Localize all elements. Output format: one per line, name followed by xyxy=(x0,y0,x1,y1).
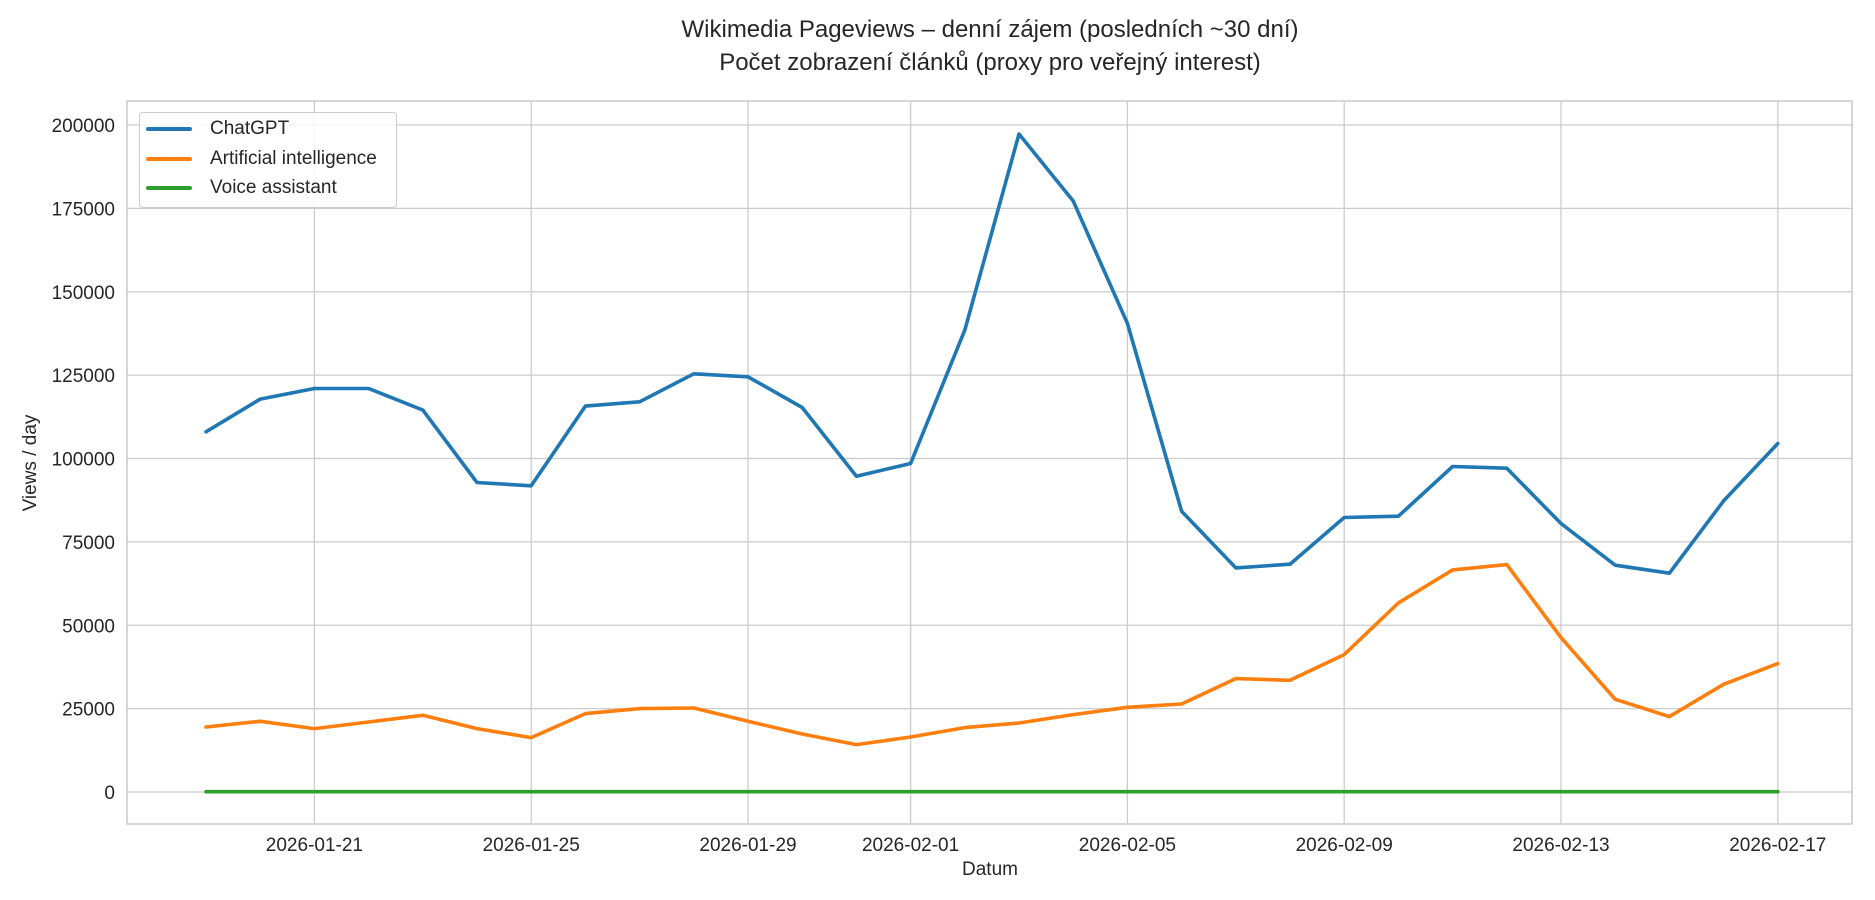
x-tick-label: 2026-02-09 xyxy=(1296,835,1393,856)
x-tick-label: 2026-01-25 xyxy=(483,835,580,856)
y-tick-label: 50000 xyxy=(62,616,115,637)
legend-swatch-green-icon xyxy=(146,186,192,190)
legend-item-artificial-intelligence: Artificial intelligence xyxy=(146,147,377,171)
legend-swatch-blue-icon xyxy=(146,127,192,131)
plot-frame xyxy=(126,100,1853,825)
x-axis-ticks: 2026-01-21 2026-01-25 2026-01-29 2026-02-01… xyxy=(266,835,1827,856)
legend-item-chatgpt: ChatGPT xyxy=(146,117,289,141)
y-tick-label: 150000 xyxy=(52,283,115,304)
x-tick-label: 2026-02-13 xyxy=(1512,835,1609,856)
y-axis-ticks: 0 25000 50000 75000 100000 125000 150000 175000… xyxy=(52,116,115,804)
legend-swatch-orange-icon xyxy=(146,157,192,161)
chart-title: Wikimedia Pageviews – denní zájem (posle… xyxy=(681,16,1299,43)
y-tick-label: 100000 xyxy=(52,450,115,471)
y-tick-label: 175000 xyxy=(52,199,115,220)
legend-label: Voice assistant xyxy=(210,177,337,198)
x-tick-label: 2026-02-05 xyxy=(1079,835,1176,856)
y-tick-label: 25000 xyxy=(62,700,115,721)
legend-label: Artificial intelligence xyxy=(210,148,377,169)
x-axis-label: Datum xyxy=(962,859,1018,880)
y-tick-label: 75000 xyxy=(62,533,115,554)
chart-subtitle: Počet zobrazení článků (proxy pro veřejn… xyxy=(719,49,1261,76)
y-axis-label: Views / day xyxy=(20,414,41,511)
x-tick-label: 2026-01-21 xyxy=(266,835,363,856)
legend-label: ChatGPT xyxy=(210,118,290,139)
grid-lines xyxy=(127,101,1852,824)
y-tick-label: 125000 xyxy=(52,366,115,387)
x-tick-label: 2026-02-17 xyxy=(1729,835,1826,856)
x-tick-label: 2026-02-01 xyxy=(862,835,959,856)
chart-legend: ChatGPT Artificial intelligence Voice as… xyxy=(139,112,397,208)
series-lines xyxy=(204,132,1780,794)
x-tick-label: 2026-01-29 xyxy=(699,835,796,856)
y-tick-label: 0 xyxy=(104,783,115,804)
series-line-chatgpt xyxy=(204,132,1780,576)
series-line-artificial-intelligence xyxy=(204,562,1780,747)
legend-item-voice-assistant: Voice assistant xyxy=(146,176,337,200)
y-tick-label: 200000 xyxy=(52,116,115,137)
